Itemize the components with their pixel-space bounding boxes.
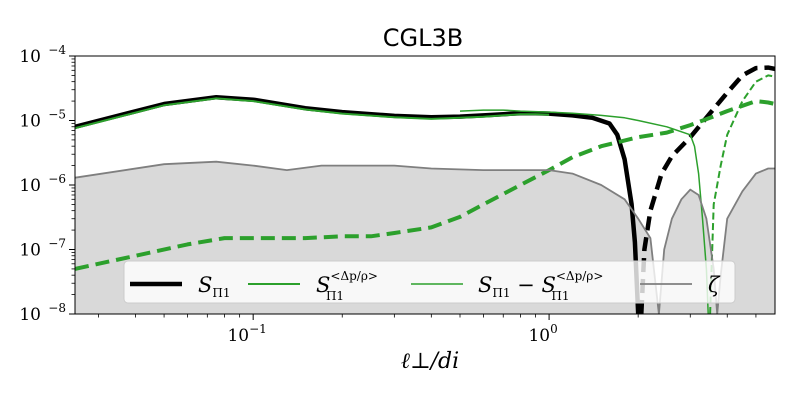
x-tick-label-0: 10−1 — [227, 322, 266, 346]
legend-label-3: ζ — [708, 273, 721, 297]
legend-label-1: S<Δp/ρ> Π1 — [316, 269, 378, 303]
y-tick-label-0: 10 −8 — [19, 301, 66, 325]
legend: SΠ1 S<Δp/ρ> Π1 SΠ1 − S<Δp/ρ> Π1 ζ — [123, 260, 736, 304]
series-line-5 — [709, 74, 775, 314]
legend-box — [123, 260, 736, 304]
legend-label-2: SΠ1 − S<Δp/ρ> Π1 — [478, 269, 603, 303]
axes: 10−1 100 10−8 10−7 10−6 10−5 10−4 — [19, 43, 776, 346]
series-line-4 — [459, 109, 709, 314]
x-tick-label-1: 100 — [528, 322, 557, 346]
x-axis-label: ℓ⊥/di — [401, 349, 459, 374]
series-line-3 — [75, 99, 775, 271]
chart-title: CGL3B — [383, 24, 463, 52]
y-tick-label-1: 10 −7 — [19, 237, 66, 261]
series-line-2 — [75, 97, 550, 130]
y-tick-label-2: 10 −6 — [19, 172, 66, 196]
y-tick-label-3: 10 −5 — [19, 108, 66, 132]
series-line-0 — [75, 94, 641, 314]
series-line-1 — [639, 65, 775, 314]
y-tick-label-4: 10 −4 — [19, 43, 66, 67]
legend-label-0: SΠ1 — [198, 273, 231, 300]
